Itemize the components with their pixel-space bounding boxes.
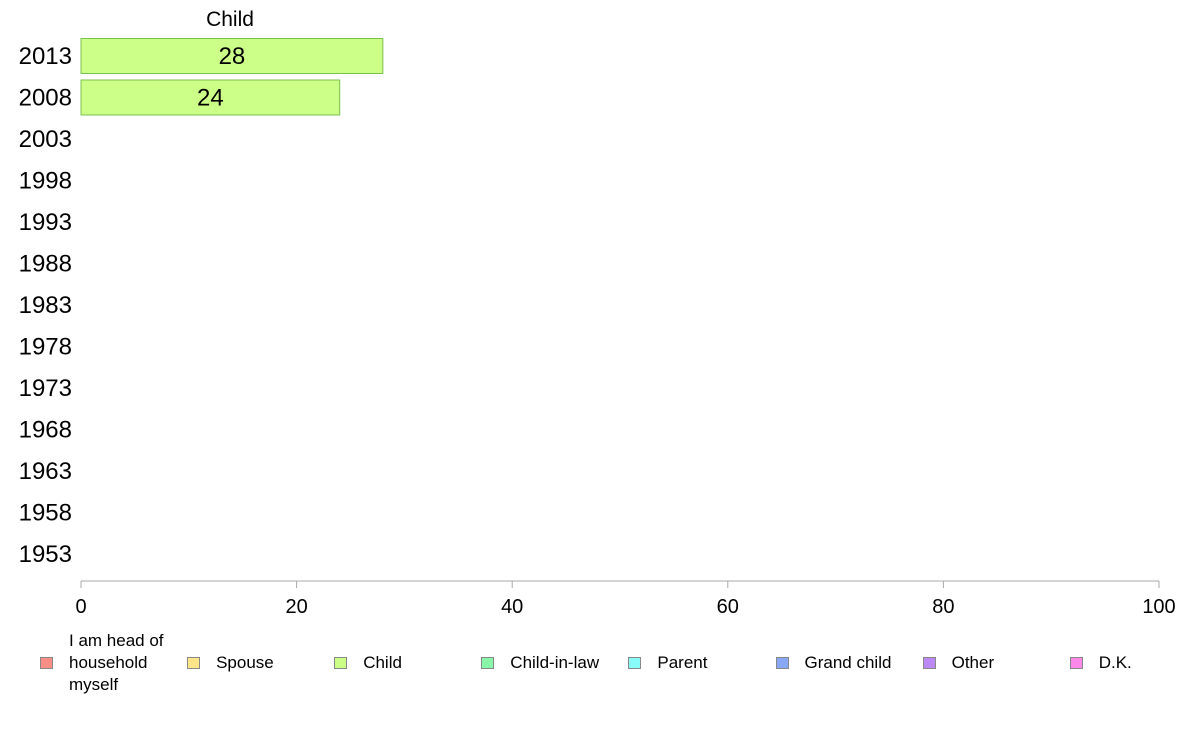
legend-label: I am head of household myself bbox=[69, 631, 164, 694]
legend-item: Spouse bbox=[187, 630, 274, 696]
y-tick-label: 1973 bbox=[19, 375, 72, 402]
x-tick-label: 40 bbox=[501, 596, 523, 618]
legend: I am head of household myself Spouse Child… bbox=[0, 630, 1188, 700]
legend-item: I am head of household myself bbox=[40, 630, 164, 696]
legend-swatch bbox=[40, 657, 53, 669]
x-tick-label: 20 bbox=[285, 596, 307, 618]
bar bbox=[80, 38, 384, 74]
y-tick-label: 1998 bbox=[19, 168, 72, 195]
y-tick-label: 1963 bbox=[19, 458, 72, 485]
y-tick-label: 1993 bbox=[19, 209, 72, 236]
legend-swatch bbox=[1069, 657, 1083, 669]
x-tick-label: 60 bbox=[717, 596, 739, 618]
legend-item: Child-in-law bbox=[481, 630, 599, 696]
y-tick-label: 2008 bbox=[19, 85, 72, 112]
legend-swatch bbox=[334, 657, 348, 669]
legend-label: Spouse bbox=[216, 653, 274, 672]
bars: 28 24 bbox=[80, 38, 384, 116]
legend-item: Other bbox=[922, 630, 995, 696]
y-tick-label: 1978 bbox=[19, 334, 72, 361]
legend-swatch bbox=[775, 657, 789, 669]
legend-label: Child bbox=[363, 653, 402, 672]
legend-item: D.K. bbox=[1069, 630, 1132, 696]
y-tick-label: 1953 bbox=[19, 541, 72, 568]
legend-swatch bbox=[187, 657, 201, 669]
x-tick-label: 100 bbox=[1142, 596, 1175, 618]
x-tick-label: 80 bbox=[932, 596, 954, 618]
legend-item: Child bbox=[334, 630, 402, 696]
x-axis: 0 20 40 60 80 100 bbox=[75, 580, 1176, 618]
y-tick-label: 1988 bbox=[19, 251, 72, 278]
legend-swatch bbox=[922, 657, 936, 669]
y-tick-label: 1983 bbox=[19, 292, 72, 319]
y-tick-label: 2013 bbox=[19, 43, 72, 70]
legend-swatch bbox=[628, 657, 642, 669]
legend-swatch bbox=[481, 657, 495, 669]
legend-label: Child-in-law bbox=[510, 653, 600, 672]
legend-label: Parent bbox=[657, 653, 708, 672]
legend-item: Parent bbox=[628, 630, 707, 696]
y-axis-labels: 2013 2008 2003 1998 1993 1988 1983 1978 1973 1968… bbox=[19, 43, 72, 568]
y-tick-label: 2003 bbox=[19, 126, 72, 153]
bar-value-label: 28 bbox=[219, 43, 246, 70]
legend-label: Grand child bbox=[804, 653, 892, 672]
bar-chart: Child 2013 2008 2003 1998 1993 1988 1983 1978 19… bbox=[19, 8, 1176, 618]
legend-label: Other bbox=[951, 653, 995, 672]
legend-label: D.K. bbox=[1098, 653, 1132, 672]
y-tick-label: 1968 bbox=[19, 417, 72, 444]
y-tick-label: 1958 bbox=[19, 500, 72, 527]
bar-value-label: 24 bbox=[197, 85, 224, 112]
bar bbox=[80, 79, 341, 116]
legend-item: Grand child bbox=[775, 630, 892, 696]
column-header: Child bbox=[206, 8, 254, 31]
x-tick-label: 0 bbox=[75, 596, 86, 618]
